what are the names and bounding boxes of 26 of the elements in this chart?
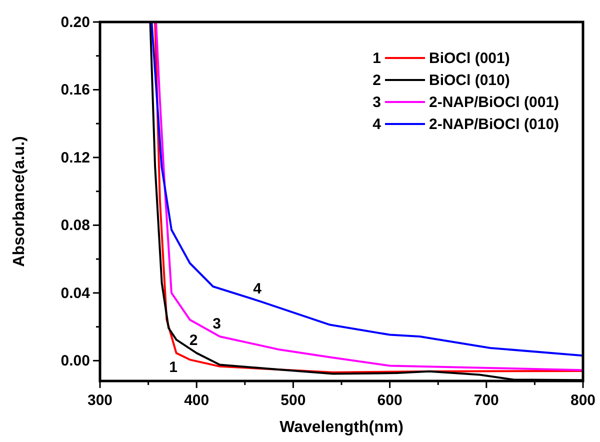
y-axis-title: Absorbance(a.u.) [11,136,28,267]
x-tick-label: 300 [87,392,113,409]
legend-label: BiOCl (010) [429,72,510,89]
annotation: 4 [253,280,262,298]
y-tick-label: 0.12 [60,149,90,166]
legend-label: BiOCl (001) [429,50,510,67]
x-tick-label: 400 [184,392,210,409]
x-tick-label: 700 [474,392,499,409]
text: 1 [372,50,381,67]
text: 2 [372,72,381,89]
y-tick-label: 0.00 [60,352,90,370]
x-tick-label: 500 [280,392,306,409]
annotation: 3 [212,315,221,332]
legend-label: 2-NAP/BiOCl (001) [429,94,560,111]
y-tick-label: 0.16 [60,82,90,99]
x-tick-label: 600 [377,392,402,409]
annotation: 2 [189,332,198,350]
text: 4 [372,116,381,133]
text: 3 [372,94,381,111]
x-axis-title: Wavelength(nm) [280,419,404,436]
x-tick-label: 800 [570,392,596,409]
y-tick-label: 0.08 [60,217,90,234]
legend-label: 2-NAP/BiOCl (010) [429,116,560,133]
y-tick-label: 0.20 [60,14,90,31]
annotation: 1 [169,359,178,376]
y-tick-label: 0.04 [60,284,91,302]
